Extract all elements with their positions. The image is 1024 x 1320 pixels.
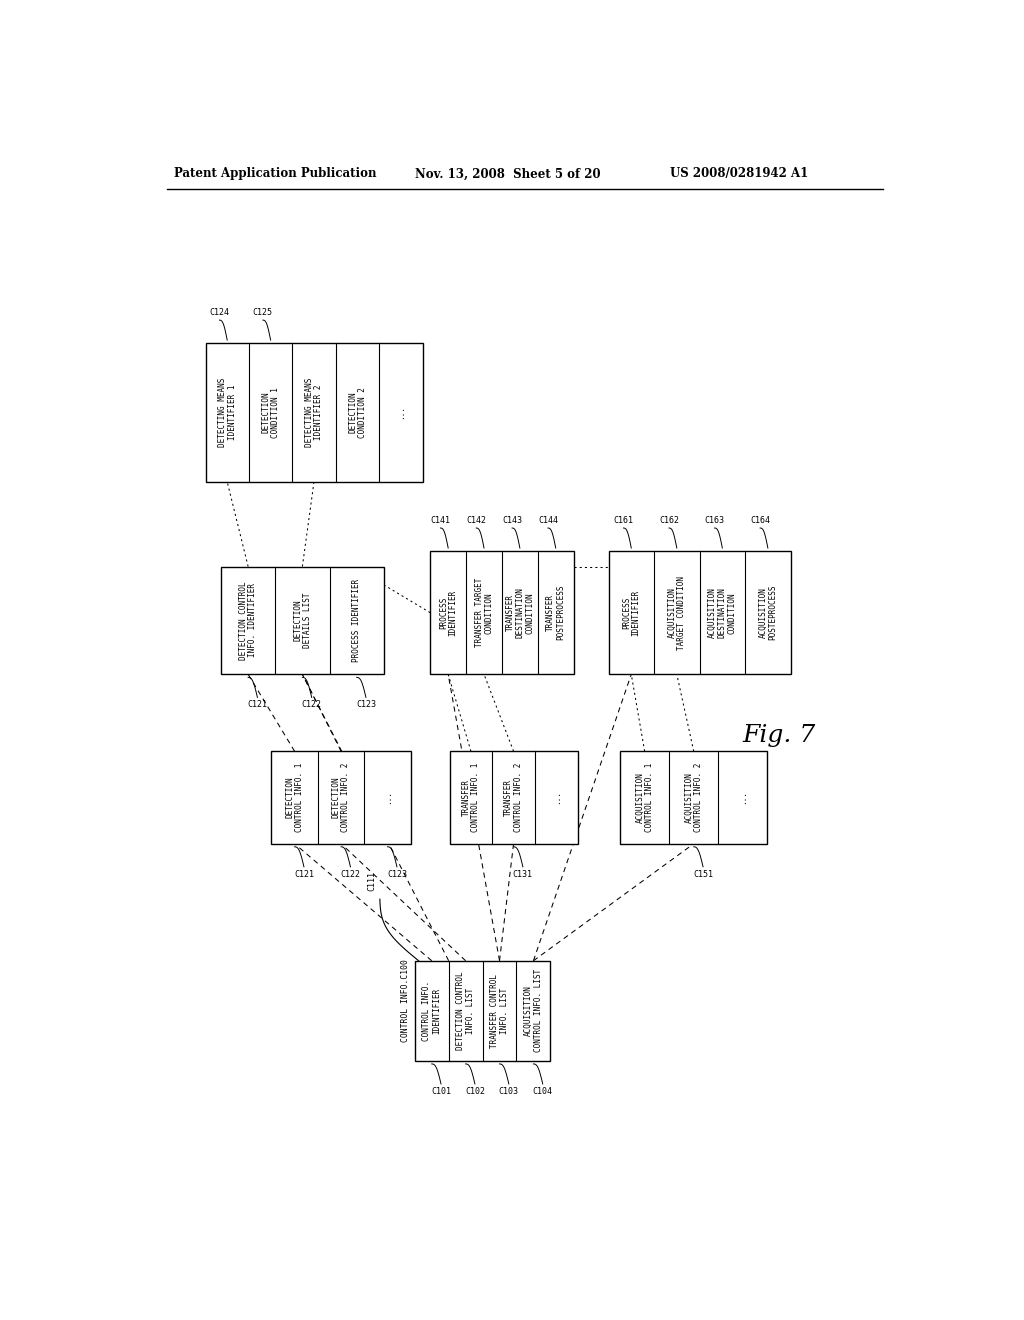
Text: C123: C123 <box>356 701 376 709</box>
Bar <box>271 751 411 843</box>
Text: C125: C125 <box>253 308 272 317</box>
Bar <box>450 751 578 843</box>
Text: CONTROL INFO.C100: CONTROL INFO.C100 <box>401 960 410 1043</box>
Text: ...: ... <box>396 405 406 420</box>
Text: C104: C104 <box>532 1088 553 1096</box>
Text: DETECTING MEANS
IDENTIFIER 1: DETECTING MEANS IDENTIFIER 1 <box>218 378 237 447</box>
Text: C101: C101 <box>431 1088 451 1096</box>
Text: C121: C121 <box>248 701 267 709</box>
Text: ACQUISITION
TARGET CONDITION: ACQUISITION TARGET CONDITION <box>668 576 686 649</box>
Text: ...: ... <box>552 791 561 804</box>
Text: PROCESS
IDENTIFIER: PROCESS IDENTIFIER <box>622 590 641 636</box>
Text: C162: C162 <box>659 516 679 525</box>
Text: C131: C131 <box>513 870 532 879</box>
Text: C103: C103 <box>499 1088 519 1096</box>
Text: C143: C143 <box>502 516 522 525</box>
Bar <box>621 751 767 843</box>
Text: C124: C124 <box>210 308 229 317</box>
Text: DETECTING MEANS
IDENTIFIER 2: DETECTING MEANS IDENTIFIER 2 <box>305 378 324 447</box>
Text: C141: C141 <box>430 516 451 525</box>
Text: ...: ... <box>383 791 392 804</box>
Text: TRANSFER
DESTINATION
CONDITION: TRANSFER DESTINATION CONDITION <box>506 587 535 638</box>
Text: TRANSFER CONTROL
INFO. LIST: TRANSFER CONTROL INFO. LIST <box>490 974 509 1048</box>
Text: ACQUISITION
CONTROL INFO. LIST: ACQUISITION CONTROL INFO. LIST <box>524 969 543 1052</box>
Text: ACQUISITION
CONTROL INFO. 1: ACQUISITION CONTROL INFO. 1 <box>635 763 654 832</box>
Text: DETECTION
CONDITION 1: DETECTION CONDITION 1 <box>261 387 280 438</box>
Text: TRANSFER
POSTEPROCESS: TRANSFER POSTEPROCESS <box>547 585 565 640</box>
Text: C164: C164 <box>751 516 770 525</box>
Text: PROCESS IDENTIFIER: PROCESS IDENTIFIER <box>352 578 361 663</box>
Text: ACQUISITION
CONTROL INFO. 2: ACQUISITION CONTROL INFO. 2 <box>684 763 703 832</box>
Text: ACQUISITION
POSTEPROCESS: ACQUISITION POSTEPROCESS <box>759 585 777 640</box>
Text: C122: C122 <box>340 870 360 879</box>
Text: Fig. 7: Fig. 7 <box>742 725 816 747</box>
Text: C163: C163 <box>705 516 725 525</box>
Text: PROCESS
IDENTIFIER: PROCESS IDENTIFIER <box>439 590 458 636</box>
Bar <box>430 552 573 675</box>
Text: C144: C144 <box>538 516 558 525</box>
Bar <box>221 566 384 675</box>
Text: DETECTION
CONTROL INFO. 1: DETECTION CONTROL INFO. 1 <box>286 763 304 832</box>
Text: DETECTION
CONDITION 2: DETECTION CONDITION 2 <box>348 387 367 438</box>
Bar <box>608 552 791 675</box>
Text: CONTROL INFO.
IDENTIFIER: CONTROL INFO. IDENTIFIER <box>422 981 441 1041</box>
Text: ...: ... <box>738 791 748 804</box>
Text: DETECTION CONTROL
INFO. LIST: DETECTION CONTROL INFO. LIST <box>457 972 475 1051</box>
Text: Nov. 13, 2008  Sheet 5 of 20: Nov. 13, 2008 Sheet 5 of 20 <box>415 168 600 181</box>
Text: ACQUISITION
DESTINATION
CONDITION: ACQUISITION DESTINATION CONDITION <box>709 587 736 638</box>
Text: DETECTION
CONTROL INFO. 2: DETECTION CONTROL INFO. 2 <box>332 763 350 832</box>
Text: TRANSFER TARGET
CONDITION: TRANSFER TARGET CONDITION <box>475 578 494 647</box>
Text: Patent Application Publication: Patent Application Publication <box>174 168 377 181</box>
Text: US 2008/0281942 A1: US 2008/0281942 A1 <box>671 168 809 181</box>
Text: C102: C102 <box>465 1088 485 1096</box>
Bar <box>206 343 423 482</box>
Text: C142: C142 <box>466 516 486 525</box>
Text: C123: C123 <box>387 870 407 879</box>
Text: C151: C151 <box>693 870 713 879</box>
Text: C111: C111 <box>368 871 377 891</box>
Text: TRANSFER
CONTROL INFO. 2: TRANSFER CONTROL INFO. 2 <box>504 763 523 832</box>
Text: DETECTION CONTROL
INFO. IDENTIFIER: DETECTION CONTROL INFO. IDENTIFIER <box>239 581 257 660</box>
Text: DETECTION
DETAILS LIST: DETECTION DETAILS LIST <box>293 593 311 648</box>
Text: TRANSFER
CONTROL INFO. 1: TRANSFER CONTROL INFO. 1 <box>462 763 480 832</box>
Text: C121: C121 <box>294 870 314 879</box>
Text: C161: C161 <box>613 516 634 525</box>
Bar <box>415 961 550 1061</box>
Text: C122: C122 <box>302 701 322 709</box>
